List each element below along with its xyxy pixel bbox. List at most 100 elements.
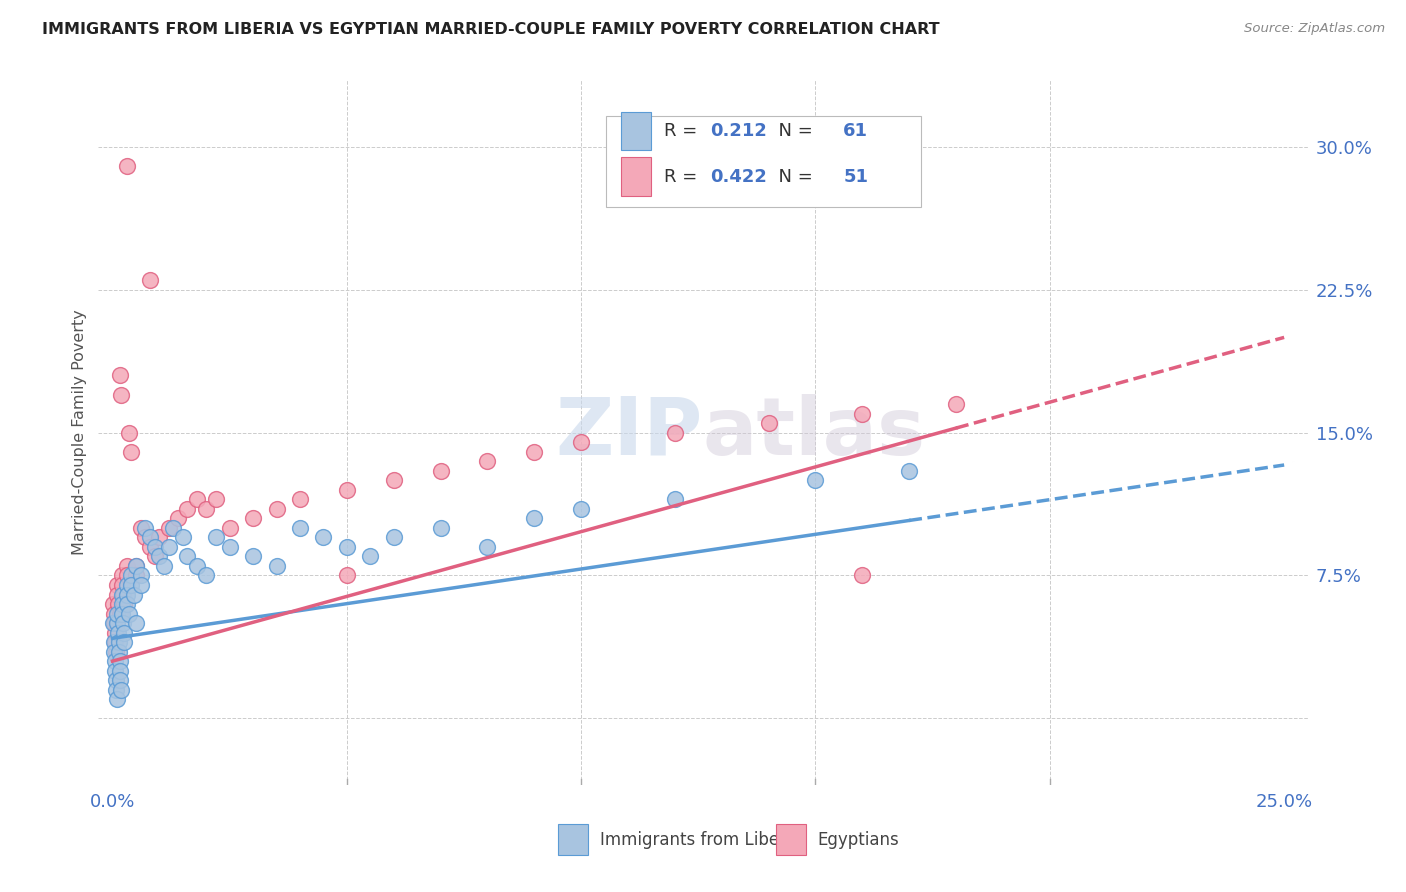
Point	[103, 645, 125, 659]
Point	[125, 558, 148, 573]
Point	[898, 464, 921, 478]
FancyBboxPatch shape	[558, 823, 588, 855]
Point	[104, 664, 127, 678]
Point	[218, 540, 240, 554]
Text: Source: ZipAtlas.com: Source: ZipAtlas.com	[1244, 22, 1385, 36]
Point	[125, 568, 148, 582]
Point	[103, 616, 125, 631]
Point	[569, 435, 592, 450]
Point	[111, 568, 134, 582]
Point	[112, 635, 135, 649]
Point	[129, 521, 152, 535]
Point	[157, 540, 180, 554]
Point	[312, 530, 335, 544]
Point	[111, 616, 134, 631]
Point	[108, 368, 131, 383]
Text: 0.212: 0.212	[710, 122, 768, 140]
Point	[118, 607, 141, 621]
Point	[120, 578, 142, 592]
Y-axis label: Married-Couple Family Poverty: Married-Couple Family Poverty	[72, 310, 87, 556]
Point	[336, 568, 359, 582]
Point	[143, 540, 166, 554]
Point	[359, 549, 381, 564]
Point	[266, 501, 288, 516]
Point	[107, 625, 129, 640]
Point	[167, 511, 190, 525]
Point	[851, 568, 873, 582]
Point	[103, 616, 125, 631]
Point	[172, 530, 194, 544]
Point	[218, 521, 240, 535]
Point	[118, 425, 141, 440]
Point	[382, 530, 405, 544]
Text: atlas: atlas	[703, 393, 927, 472]
Point	[103, 607, 125, 621]
Point	[108, 654, 131, 668]
Point	[134, 530, 156, 544]
Point	[120, 568, 142, 582]
Point	[758, 416, 780, 430]
Point	[111, 587, 134, 601]
Point	[336, 483, 359, 497]
Point	[148, 530, 170, 544]
Point	[477, 454, 499, 468]
Point	[108, 607, 131, 621]
Point	[115, 597, 138, 611]
Point	[569, 501, 592, 516]
Point	[804, 473, 827, 487]
Point	[105, 692, 128, 706]
Point	[120, 444, 142, 458]
Point	[115, 568, 138, 582]
Text: Immigrants from Liberia: Immigrants from Liberia	[600, 831, 801, 849]
Point	[143, 549, 166, 564]
Point	[945, 397, 967, 411]
Text: 0.422: 0.422	[710, 168, 768, 186]
Point	[104, 635, 127, 649]
Point	[176, 549, 198, 564]
Point	[336, 540, 359, 554]
Point	[115, 587, 138, 601]
Point	[664, 425, 686, 440]
Point	[134, 521, 156, 535]
Point	[108, 645, 131, 659]
Point	[115, 558, 138, 573]
Point	[105, 645, 128, 659]
Point	[139, 540, 162, 554]
Point	[176, 501, 198, 516]
Point	[111, 587, 134, 601]
Point	[523, 444, 546, 458]
Point	[111, 607, 134, 621]
Point	[157, 521, 180, 535]
Text: N =: N =	[768, 168, 818, 186]
Point	[105, 607, 128, 621]
Point	[107, 635, 129, 649]
Point	[105, 578, 128, 592]
Point	[104, 625, 127, 640]
Point	[664, 492, 686, 507]
Point	[129, 578, 152, 592]
Text: IMMIGRANTS FROM LIBERIA VS EGYPTIAN MARRIED-COUPLE FAMILY POVERTY CORRELATION CH: IMMIGRANTS FROM LIBERIA VS EGYPTIAN MARR…	[42, 22, 939, 37]
Point	[105, 587, 128, 601]
Point	[105, 616, 128, 631]
Point	[153, 558, 176, 573]
Text: 51: 51	[844, 168, 869, 186]
Point	[204, 492, 226, 507]
FancyBboxPatch shape	[606, 116, 921, 207]
Point	[125, 558, 148, 573]
Point	[112, 625, 135, 640]
Point	[429, 464, 451, 478]
Point	[110, 387, 132, 401]
FancyBboxPatch shape	[621, 157, 651, 196]
Text: ZIP: ZIP	[555, 393, 703, 472]
Point	[186, 558, 208, 573]
Point	[111, 597, 134, 611]
Point	[111, 578, 134, 592]
Text: N =: N =	[768, 122, 818, 140]
FancyBboxPatch shape	[621, 112, 651, 151]
Point	[186, 492, 208, 507]
Point	[851, 407, 873, 421]
Text: 61: 61	[844, 122, 869, 140]
Text: Egyptians: Egyptians	[818, 831, 900, 849]
Point	[162, 521, 184, 535]
Point	[115, 578, 138, 592]
